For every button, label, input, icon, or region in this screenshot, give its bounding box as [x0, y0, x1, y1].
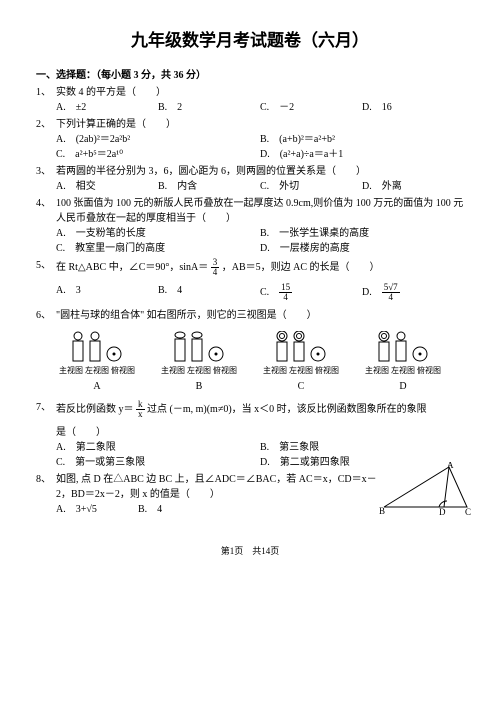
- q5-pre: 在 Rt△ABC 中，∠C＝90°，sinA＝: [56, 261, 208, 272]
- q5-opt-d: D. 5√74: [362, 283, 464, 302]
- question-3: 3、 若两圆的半径分别为 3，6，圆心距为 6，则两圆的位置关系是（ ） A. …: [36, 164, 464, 194]
- q3-opt-c: C. 外切: [260, 179, 362, 194]
- page-footer: 第1页 共14页: [36, 545, 464, 559]
- q4-opt-a: A. 一支粉笔的长度: [56, 226, 260, 241]
- rect-double-circle-icon: [275, 331, 289, 363]
- q6-labels-c: 主视图 左视图 俯视图: [263, 365, 339, 377]
- question-4: 4、 100 张面值为 100 元的新版人民币叠放在一起厚度达 0.9cm,则价…: [36, 196, 464, 256]
- q7-post: 是（ ）: [56, 425, 464, 440]
- q5-frac-icon: 34: [211, 258, 220, 277]
- q4-num: 4、: [36, 196, 56, 211]
- q6-opt-a: A: [93, 379, 100, 394]
- q7-opt-b: B. 第三象限: [260, 440, 464, 455]
- q3-num: 3、: [36, 164, 56, 179]
- q2-opt-c: C. a²+b⁵＝2a¹⁰: [56, 147, 260, 162]
- q4-opt-b: B. 一张学生课桌的高度: [260, 226, 464, 241]
- q7-opt-c: C. 第一或第三象限: [56, 455, 260, 470]
- circle-dot-icon: [411, 345, 429, 363]
- q6-labels-d: 主视图 左视图 俯视图: [365, 365, 441, 377]
- q7-frac-icon: kx: [136, 400, 145, 419]
- rect-top-circle-icon: [88, 331, 102, 363]
- q6-text: "圆柱与球的组合体" 如右图所示，则它的三视图是（ ）: [56, 308, 464, 323]
- q1-text: 实数 4 的平方是（ ）: [56, 85, 464, 100]
- q2-text: 下列计算正确的是（ ）: [56, 117, 464, 132]
- circle-dot-icon: [105, 345, 123, 363]
- svg-text:D: D: [439, 507, 446, 517]
- q5-text: 在 Rt△ABC 中，∠C＝90°，sinA＝ 34 ，AB＝5，则边 AC 的…: [56, 258, 464, 277]
- rect-top-ellipse-icon: [190, 331, 204, 363]
- question-5: 5、 在 Rt△ABC 中，∠C＝90°，sinA＝ 34 ，AB＝5，则边 A…: [36, 258, 464, 302]
- question-1: 1、 实数 4 的平方是（ ） A. ±2 B. 2 C. －2 D. 16: [36, 85, 464, 115]
- rect-top-circle-icon: [394, 331, 408, 363]
- q4-opt-c: C. 教室里一扇门的高度: [56, 241, 260, 256]
- q2-num: 2、: [36, 117, 56, 132]
- q7-text: 若反比例函数 y＝ kx 过点 (－m, m)(m≠0)，当 x＜0 时，该反比…: [56, 400, 464, 419]
- q6-view-c: 主视图 左视图 俯视图 C: [263, 327, 339, 394]
- svg-text:B: B: [379, 506, 385, 516]
- rect-double-circle-icon: [377, 331, 391, 363]
- q1-opt-a: A. ±2: [56, 100, 158, 115]
- q8-num: 8、: [36, 472, 56, 487]
- q2-opt-b: B. (a+b)²＝a²+b²: [260, 132, 464, 147]
- q4-text: 100 张面值为 100 元的新版人民币叠放在一起厚度达 0.9cm,则价值为 …: [56, 196, 464, 226]
- q2-opt-a: A. (2ab)²＝2a²b²: [56, 132, 260, 147]
- q8-opt-b: B. 4: [138, 502, 220, 517]
- q6-view-a: 主视图 左视图 俯视图 A: [59, 327, 135, 394]
- rect-top-circle-icon: [71, 331, 85, 363]
- q6-view-d: 主视图 左视图 俯视图 D: [365, 327, 441, 394]
- q6-opt-b: B: [196, 379, 203, 394]
- q1-opt-d: D. 16: [362, 100, 464, 115]
- q8-opt-a: A. 3+√5: [56, 502, 138, 517]
- q7-opt-a: A. 第二象限: [56, 440, 260, 455]
- section-1-heading: 一、选择题：（每小题 3 分，共 36 分）: [36, 68, 464, 83]
- question-2: 2、 下列计算正确的是（ ） A. (2ab)²＝2a²b² B. (a+b)²…: [36, 117, 464, 162]
- q5-opt-b: B. 4: [158, 283, 260, 302]
- q3-opt-a: A. 相交: [56, 179, 158, 194]
- page-title: 九年级数学月考试题卷（六月）: [36, 28, 464, 54]
- q3-text: 若两圆的半径分别为 3，6，圆心距为 6，则两圆的位置关系是（ ）: [56, 164, 464, 179]
- q4-opt-d: D. 一层楼房的高度: [260, 241, 464, 256]
- q6-opt-c: C: [298, 379, 305, 394]
- circle-dot-icon: [309, 345, 327, 363]
- question-6: 6、 "圆柱与球的组合体" 如右图所示，则它的三视图是（ ） 主视图 左视图 俯…: [36, 308, 464, 394]
- q7-mid: 过点 (－m, m)(m≠0)，当 x＜0 时，该反比例函数图象所在的象限: [147, 403, 427, 414]
- q6-num: 6、: [36, 308, 56, 323]
- question-7: 7、 若反比例函数 y＝ kx 过点 (－m, m)(m≠0)，当 x＜0 时，…: [36, 400, 464, 470]
- q5-opt-a: A. 3: [56, 283, 158, 302]
- q6-labels-b: 主视图 左视图 俯视图: [161, 365, 237, 377]
- triangle-diagram-icon: A B D C: [379, 462, 474, 517]
- q2-opt-d: D. (a²+a)÷a＝a＋1: [260, 147, 464, 162]
- q7-num: 7、: [36, 400, 56, 415]
- svg-text:A: A: [447, 462, 454, 470]
- rect-double-circle-icon: [292, 331, 306, 363]
- q6-view-b: 主视图 左视图 俯视图 B: [161, 327, 237, 394]
- svg-text:C: C: [465, 507, 471, 517]
- q6-opt-d: D: [399, 379, 406, 394]
- question-8: 8、 如图, 点 D 在△ABC 边 BC 上，且∠ADC＝∠BAC，若 AC＝…: [36, 472, 464, 517]
- rect-top-ellipse-icon: [173, 331, 187, 363]
- q5-num: 5、: [36, 258, 56, 273]
- q5-opt-c: C. 154: [260, 283, 362, 302]
- q3-opt-d: D. 外离: [362, 179, 464, 194]
- q1-num: 1、: [36, 85, 56, 100]
- q1-opt-b: B. 2: [158, 100, 260, 115]
- q6-labels-a: 主视图 左视图 俯视图: [59, 365, 135, 377]
- q1-opt-c: C. －2: [260, 100, 362, 115]
- q7-pre: 若反比例函数 y＝: [56, 403, 134, 414]
- q3-opt-b: B. 内含: [158, 179, 260, 194]
- circle-dot-icon: [207, 345, 225, 363]
- q5-post: ，AB＝5，则边 AC 的长是（ ）: [222, 261, 380, 272]
